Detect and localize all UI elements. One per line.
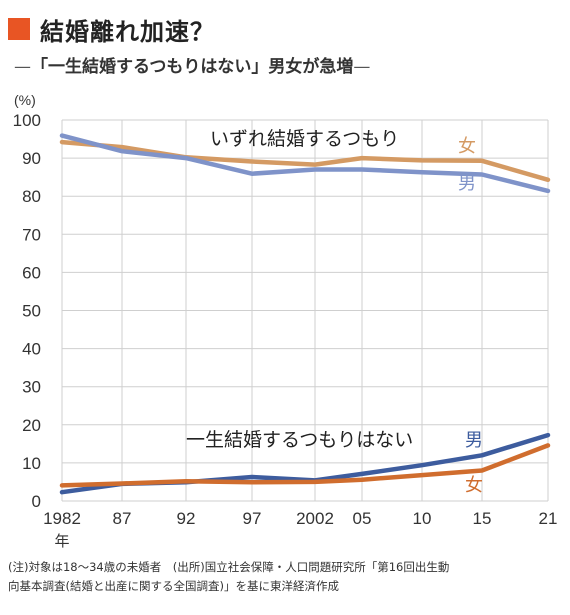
x-tick-label: 87 [113, 509, 132, 528]
y-tick-label: 10 [22, 454, 41, 473]
series-label: 男 [458, 173, 476, 194]
note-line-2: 向基本調査(結婚と出産に関する全国調査)」を基に東洋経済作成 [8, 579, 339, 593]
series-line-1-1 [59, 443, 551, 488]
y-tick-label: 60 [22, 263, 41, 282]
line-chart: 0 10 20 30 40 50 60 70 80 90 100 (%) 1982 87 92 97 2002 0… [13, 92, 558, 550]
x-tick-suffix: 年 [54, 533, 69, 550]
y-tick-label: 0 [32, 492, 41, 511]
chart-subtitle: —「一生結婚するつもりはない」男女が急増— [14, 52, 370, 77]
x-tick-label: 05 [353, 509, 372, 528]
y-tick-label: 30 [22, 378, 41, 397]
chart-title: 結婚離れ加速？ [40, 17, 215, 46]
subtitle-dash-left: — [14, 57, 31, 77]
x-tick-label: 2002 [296, 509, 334, 528]
y-tick-label: 80 [22, 187, 41, 206]
y-tick-label: 90 [22, 149, 41, 168]
x-tick-label: 21 [539, 509, 558, 528]
series-label: 女 [465, 475, 483, 496]
subtitle-text: 「一生結婚するつもりはない」男女が急増 [31, 57, 354, 77]
series-label: 男 [465, 430, 483, 451]
y-axis-unit: (%) [14, 92, 36, 108]
series-line-0-1 [59, 133, 551, 194]
x-tick-label: 15 [473, 509, 492, 528]
group-label-upper: いずれ結婚するつもり [210, 128, 399, 150]
y-tick-label: 50 [22, 302, 41, 321]
y-tick-label: 70 [22, 225, 41, 244]
source-note: (注)対象は18〜34歳の未婚者 (出所)国立社会保障・人口問題研究所「第16回… [8, 558, 563, 596]
series-line-0-0 [59, 139, 551, 183]
note-line-1: (注)対象は18〜34歳の未婚者 (出所)国立社会保障・人口問題研究所「第16回… [8, 560, 450, 574]
x-tick-label: 97 [243, 509, 262, 528]
title-row: 結婚離れ加速？ [8, 12, 215, 46]
title-marker [8, 18, 30, 40]
group-label-lower: 一生結婚するつもりはない [186, 429, 413, 451]
y-tick-label: 40 [22, 340, 41, 359]
x-tick-label: 92 [177, 509, 196, 528]
x-tick-label: 10 [413, 509, 432, 528]
y-tick-label: 20 [22, 416, 41, 435]
subtitle-dash-right: — [353, 57, 371, 77]
x-tick-label: 1982 [43, 509, 81, 528]
y-tick-label: 100 [13, 111, 41, 130]
series-label: 女 [458, 136, 476, 157]
